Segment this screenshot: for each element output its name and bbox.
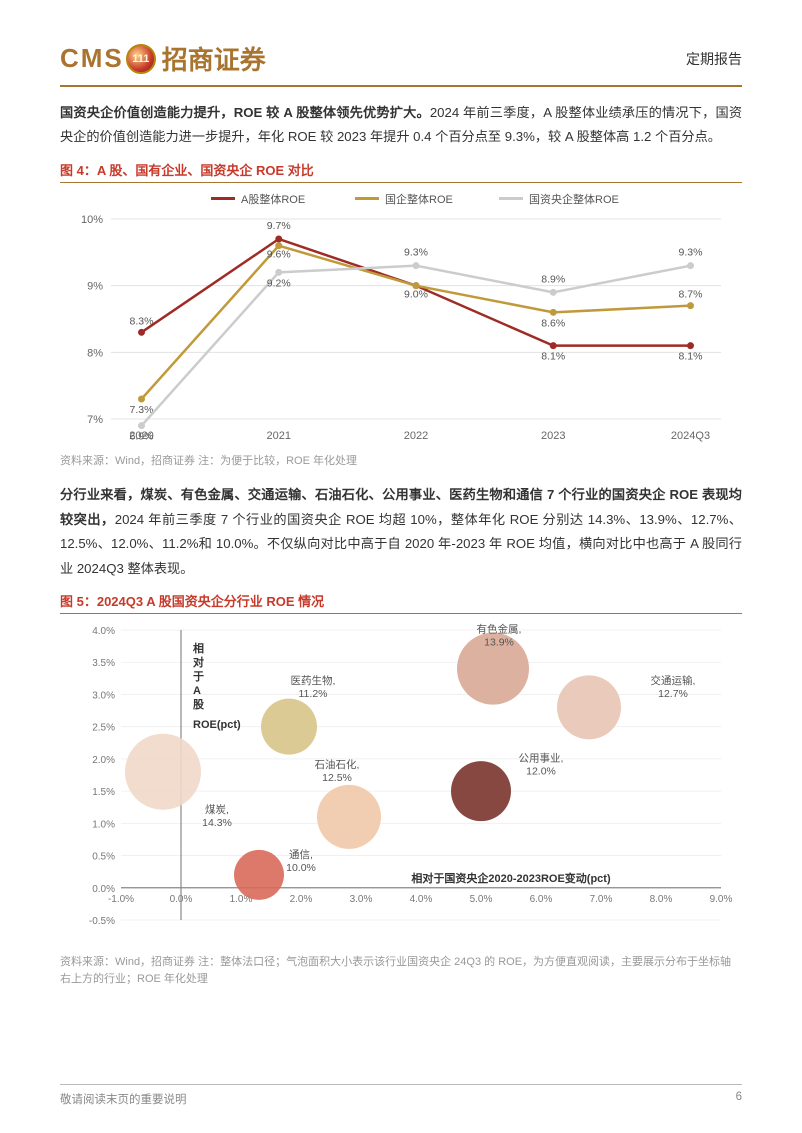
fig4-line-chart: A股整体ROE 国企整体ROE 国资央企整体ROE 7% 8% 9% 10% 8.3% 9.7%… xyxy=(60,189,742,449)
svg-text:国企整体ROE: 国企整体ROE xyxy=(385,192,453,206)
page-header: CMS 111 招商证券 定期报告 xyxy=(60,40,742,87)
svg-text:5.0%: 5.0% xyxy=(470,894,493,905)
svg-text:对: 对 xyxy=(193,655,204,669)
svg-text:14.3%: 14.3% xyxy=(202,817,232,829)
logo-cms-text: CMS xyxy=(60,43,124,74)
svg-text:3.0%: 3.0% xyxy=(350,894,373,905)
svg-text:12.7%: 12.7% xyxy=(658,688,688,700)
svg-text:-0.5%: -0.5% xyxy=(89,916,115,927)
logo-cn-text: 招商证券 xyxy=(162,40,266,77)
svg-text:医药生物,: 医药生物, xyxy=(291,674,336,687)
svg-text:股: 股 xyxy=(193,698,205,711)
svg-text:9.7%: 9.7% xyxy=(267,220,291,232)
svg-text:于: 于 xyxy=(193,670,204,683)
svg-text:12.5%: 12.5% xyxy=(322,772,352,784)
svg-text:交通运输,: 交通运输, xyxy=(651,674,696,687)
svg-text:8.9%: 8.9% xyxy=(541,273,565,285)
fig4-source: 资料来源：Wind，招商证券 注：为便于比较，ROE 年化处理 xyxy=(60,453,742,470)
svg-text:13.9%: 13.9% xyxy=(484,636,514,648)
svg-text:10.0%: 10.0% xyxy=(286,862,316,874)
svg-text:2.0%: 2.0% xyxy=(290,894,313,905)
fig4-title: 图 4：A 股、国有企业、国资央企 ROE 对比 xyxy=(60,160,314,179)
svg-text:8.7%: 8.7% xyxy=(679,289,703,301)
svg-text:2021: 2021 xyxy=(267,430,291,442)
svg-text:公用事业,: 公用事业, xyxy=(519,751,564,764)
svg-text:3.5%: 3.5% xyxy=(92,658,115,669)
fig5-bubble-chart: -0.5%0.0%0.5%1.0%1.5%2.0%2.5%3.0%3.5%4.0… xyxy=(60,620,742,950)
svg-text:8.3%: 8.3% xyxy=(130,315,154,327)
svg-text:2.5%: 2.5% xyxy=(92,723,115,734)
svg-text:2024Q3: 2024Q3 xyxy=(671,430,710,442)
footer-note: 敬请阅读末页的重要说明 xyxy=(60,1091,187,1107)
svg-text:7.3%: 7.3% xyxy=(130,404,154,416)
page-footer: 敬请阅读末页的重要说明 6 xyxy=(60,1084,742,1107)
svg-text:9.3%: 9.3% xyxy=(679,247,703,259)
para1-bold: 国资央企价值创造能力提升，ROE 较 A 股整体领先优势扩大。 xyxy=(60,105,430,120)
fig5-title: 图 5：2024Q3 A 股国资央企分行业 ROE 情况 xyxy=(60,591,324,610)
fig4-title-bar: 图 4：A 股、国有企业、国资央企 ROE 对比 xyxy=(60,160,742,183)
svg-text:0.5%: 0.5% xyxy=(92,852,115,863)
svg-text:11.2%: 11.2% xyxy=(299,688,328,700)
svg-text:3.0%: 3.0% xyxy=(92,690,115,701)
svg-text:9.2%: 9.2% xyxy=(267,277,291,289)
svg-text:7%: 7% xyxy=(87,414,103,426)
svg-text:有色金属,: 有色金属, xyxy=(477,622,522,635)
svg-text:4.0%: 4.0% xyxy=(92,626,115,637)
svg-text:9.6%: 9.6% xyxy=(267,249,291,261)
svg-text:石油石化,: 石油石化, xyxy=(315,758,360,771)
svg-text:8.1%: 8.1% xyxy=(541,351,565,363)
svg-text:9.0%: 9.0% xyxy=(404,289,428,301)
svg-text:6.0%: 6.0% xyxy=(530,894,553,905)
svg-text:相: 相 xyxy=(193,641,204,655)
paragraph-1: 国资央企价值创造能力提升，ROE 较 A 股整体领先优势扩大。2024 年前三季… xyxy=(60,101,742,150)
svg-text:8.1%: 8.1% xyxy=(679,351,703,363)
svg-text:A: A xyxy=(193,685,201,697)
svg-text:7.0%: 7.0% xyxy=(590,894,613,905)
svg-text:煤炭,: 煤炭, xyxy=(205,803,229,816)
svg-text:相对于国资央企2020-2023ROE变动(pct): 相对于国资央企2020-2023ROE变动(pct) xyxy=(411,871,611,885)
svg-text:1.0%: 1.0% xyxy=(92,819,115,830)
para2-rest: 2024 年前三季度 7 个行业的国资央企 ROE 均超 10%，整体年化 RO… xyxy=(60,512,742,576)
svg-text:通信,: 通信, xyxy=(289,849,313,861)
svg-text:2022: 2022 xyxy=(404,430,428,442)
svg-text:4.0%: 4.0% xyxy=(410,894,433,905)
svg-text:ROE(pct): ROE(pct) xyxy=(193,719,241,731)
svg-text:8.0%: 8.0% xyxy=(650,894,673,905)
report-type: 定期报告 xyxy=(686,49,742,69)
svg-text:-1.0%: -1.0% xyxy=(108,894,134,905)
logo: CMS 111 招商证券 xyxy=(60,40,266,77)
svg-text:9.3%: 9.3% xyxy=(404,247,428,259)
fig5-title-bar: 图 5：2024Q3 A 股国资央企分行业 ROE 情况 xyxy=(60,591,742,614)
svg-text:A股整体ROE: A股整体ROE xyxy=(241,192,305,206)
svg-text:国资央企整体ROE: 国资央企整体ROE xyxy=(529,192,619,206)
svg-text:8.6%: 8.6% xyxy=(541,317,565,329)
svg-text:8%: 8% xyxy=(87,347,103,359)
page-number: 6 xyxy=(736,1091,742,1107)
paragraph-2: 分行业来看，煤炭、有色金属、交通运输、石油石化、公用事业、医药生物和通信 7 个… xyxy=(60,483,742,581)
svg-text:9.0%: 9.0% xyxy=(710,894,733,905)
logo-circle-icon: 111 xyxy=(126,44,156,74)
svg-text:12.0%: 12.0% xyxy=(526,765,556,777)
svg-text:2.0%: 2.0% xyxy=(92,755,115,766)
svg-text:2023: 2023 xyxy=(541,430,565,442)
fig5-source: 资料来源：Wind，招商证券 注：整体法口径；气泡面积大小表示该行业国资央企 2… xyxy=(60,954,742,987)
svg-text:10%: 10% xyxy=(81,214,103,226)
svg-text:2020: 2020 xyxy=(129,430,153,442)
svg-text:9%: 9% xyxy=(87,281,103,293)
svg-text:1.5%: 1.5% xyxy=(92,787,115,798)
